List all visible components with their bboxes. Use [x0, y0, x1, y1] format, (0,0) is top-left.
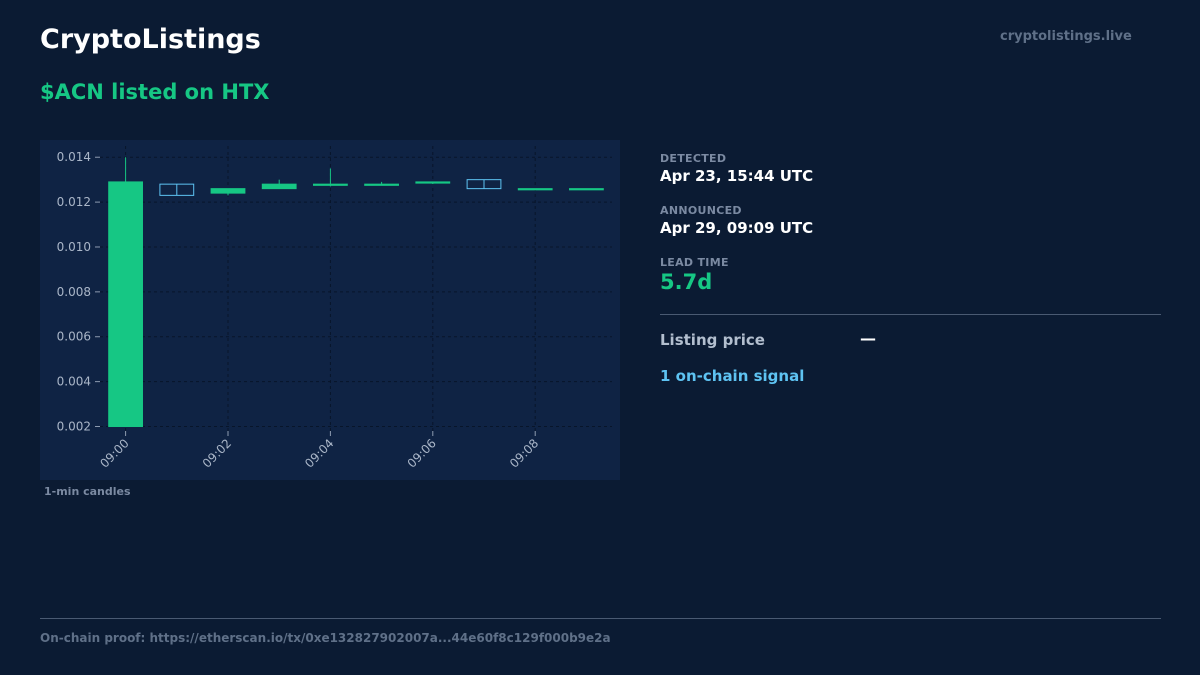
candle-body — [569, 188, 604, 191]
detected-label: DETECTED — [660, 152, 727, 165]
y-tick-label: 0.010 — [57, 240, 91, 254]
y-tick-label: 0.014 — [57, 150, 91, 164]
footer-divider — [40, 618, 1161, 619]
y-tick-label: 0.006 — [57, 330, 91, 344]
y-tick-label: 0.012 — [57, 195, 91, 209]
brand-title: CryptoListings — [40, 24, 261, 55]
lead-time-value: 5.7d — [660, 270, 713, 294]
candle-body — [313, 183, 348, 186]
stats-divider — [660, 314, 1161, 315]
x-tick-label: 09:00 — [97, 436, 131, 470]
listing-price-value: — — [860, 329, 876, 348]
candle-body — [517, 188, 553, 191]
y-tick-label: 0.008 — [57, 285, 91, 299]
x-tick-label: 09:02 — [200, 436, 234, 470]
candlestick-chart: 0.002 0.004 0.006 0.008 0.010 0.012 0.014 09:00… — [40, 140, 620, 480]
candle-body — [261, 183, 297, 190]
y-tick-label: 0.002 — [57, 420, 91, 434]
y-tick-label: 0.004 — [57, 375, 91, 389]
announced-label: ANNOUNCED — [660, 204, 742, 217]
x-tick-label: 09:04 — [302, 436, 336, 470]
listing-price-label: Listing price — [660, 331, 765, 349]
chart-svg: 0.002 0.004 0.006 0.008 0.010 0.012 0.014 09:00… — [57, 146, 612, 471]
detected-value: Apr 23, 15:44 UTC — [660, 167, 814, 185]
candle-body — [415, 181, 451, 184]
candle-body — [108, 181, 143, 428]
onchain-signal-link[interactable]: 1 on-chain signal — [660, 367, 805, 385]
onchain-proof[interactable]: On-chain proof: https://etherscan.io/tx/… — [40, 631, 611, 645]
candle-body — [364, 183, 399, 186]
x-tick-label: 09:06 — [405, 436, 439, 470]
announced-value: Apr 29, 09:09 UTC — [660, 219, 814, 237]
x-tick-label: 09:08 — [507, 436, 541, 470]
candle-body — [159, 183, 195, 196]
site-domain[interactable]: cryptolistings.live — [1000, 29, 1132, 44]
chart-caption: 1-min candles — [44, 485, 131, 498]
candle-body — [466, 179, 502, 190]
listing-headline: $ACN listed on HTX — [40, 80, 270, 104]
lead-time-label: LEAD TIME — [660, 256, 729, 269]
candle-body — [210, 188, 246, 194]
